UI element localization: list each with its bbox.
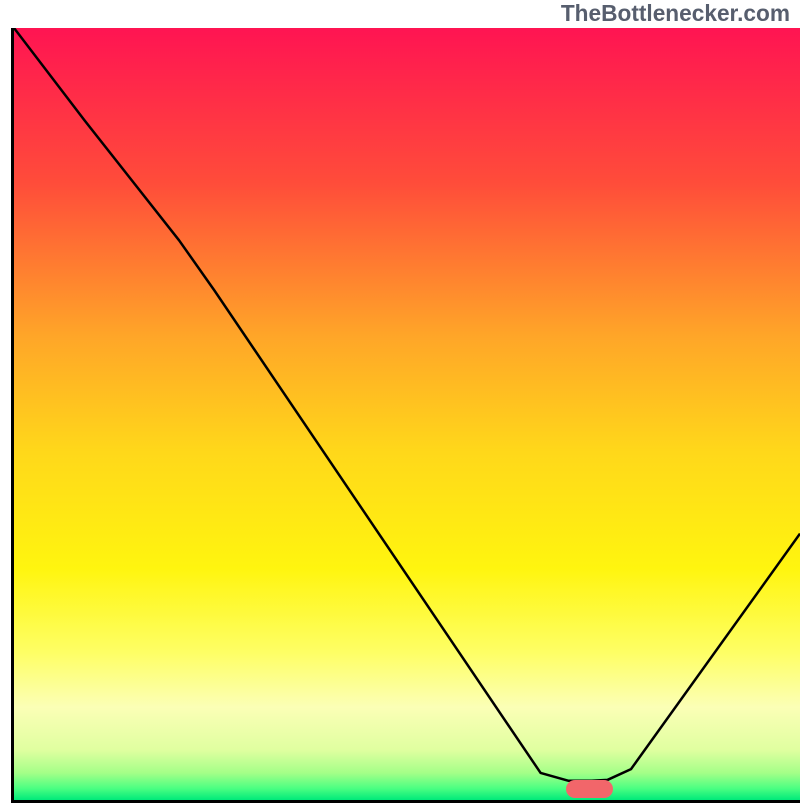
chart-plot-area [14,28,800,800]
bottleneck-chart [0,0,800,800]
optimal-point-marker [566,780,613,799]
chart-background-gradient [14,28,800,800]
y-axis-line [11,28,14,800]
